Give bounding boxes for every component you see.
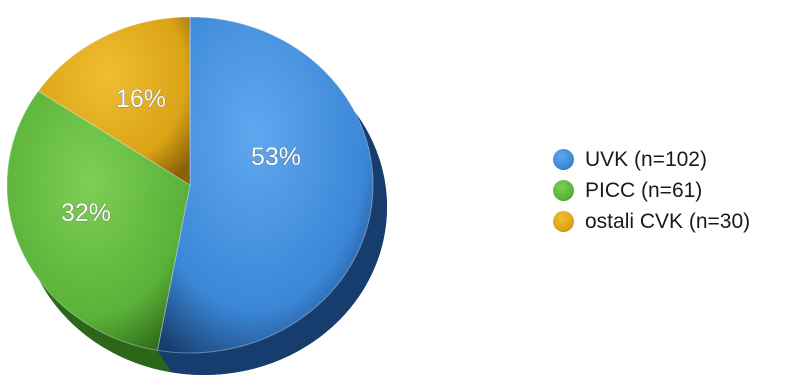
legend: UVK (n=102) PICC (n=61) ostali CVK (n=30) — [553, 144, 797, 237]
legend-item-3: ostali CVK (n=30) — [553, 206, 797, 237]
legend-item-1: UVK (n=102) — [553, 144, 797, 175]
slice-percent-label-1: 53% — [251, 143, 301, 171]
legend-label-3: ostali CVK (n=30) — [585, 209, 751, 233]
legend-swatch-1 — [553, 149, 574, 170]
legend-item-2: PICC (n=61) — [553, 175, 797, 206]
pie-slice-2 — [6, 90, 191, 351]
pie-slice-3 — [37, 16, 191, 186]
pie-labels: 53% 32% 16% — [61, 85, 302, 228]
legend-swatch-3 — [553, 211, 574, 232]
pie-slice-1 — [156, 16, 374, 354]
legend-label-1: UVK (n=102) — [585, 147, 707, 171]
legend-label-2: PICC (n=61) — [585, 178, 703, 202]
pie-slices — [6, 16, 374, 354]
slice-percent-label-2: 32% — [61, 199, 111, 227]
slice-percent-label-3: 16% — [116, 85, 166, 113]
legend-swatch-2 — [553, 180, 574, 201]
